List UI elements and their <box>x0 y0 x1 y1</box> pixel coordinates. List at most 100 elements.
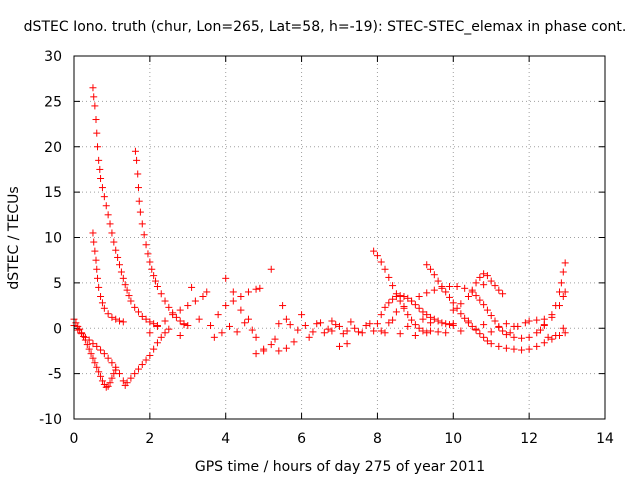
data-point <box>396 292 404 300</box>
data-point <box>93 342 101 350</box>
data-point <box>343 327 351 335</box>
data-point <box>275 320 283 328</box>
data-point <box>93 265 101 273</box>
data-point <box>476 296 484 304</box>
data-point <box>343 340 351 348</box>
data-point <box>138 361 146 369</box>
data-point <box>476 273 484 281</box>
data-point <box>510 322 518 330</box>
data-point <box>89 340 97 348</box>
data-point <box>400 292 408 300</box>
data-point <box>148 265 156 273</box>
data-point <box>138 312 146 320</box>
data-point <box>332 321 340 329</box>
data-point <box>370 327 378 335</box>
data-point <box>229 297 237 305</box>
data-point <box>78 330 86 338</box>
data-point <box>119 377 127 385</box>
data-point <box>555 288 563 296</box>
data-point <box>408 316 416 324</box>
data-point <box>152 277 160 285</box>
data-point <box>415 292 423 300</box>
data-point <box>495 286 503 294</box>
data-point <box>457 310 465 318</box>
data-point <box>98 184 106 192</box>
data-point <box>487 277 495 285</box>
data-point <box>116 370 124 378</box>
data-point <box>449 299 457 307</box>
data-point <box>472 292 480 300</box>
data-point <box>74 326 82 334</box>
data-point <box>392 308 400 316</box>
data-point <box>373 320 381 328</box>
data-point <box>233 328 241 336</box>
data-point <box>354 328 362 336</box>
data-point <box>138 220 146 228</box>
data-point <box>131 303 139 311</box>
data-point <box>199 292 207 300</box>
data-point <box>476 330 484 338</box>
data-point <box>123 286 131 294</box>
x-tick-label: 10 <box>444 431 462 447</box>
data-point <box>112 363 120 371</box>
data-point <box>461 314 469 322</box>
data-point <box>557 279 565 287</box>
data-point <box>559 268 567 276</box>
data-point <box>373 252 381 260</box>
data-point <box>161 297 169 305</box>
data-point <box>411 301 419 309</box>
data-point <box>404 311 412 319</box>
data-point <box>90 238 98 246</box>
data-point <box>184 302 192 310</box>
data-point <box>510 333 518 341</box>
data-point <box>561 259 569 267</box>
data-point <box>518 334 526 342</box>
data-point <box>116 261 124 269</box>
data-point <box>252 333 260 341</box>
data-point <box>491 317 499 325</box>
data-point <box>461 284 469 292</box>
data-point <box>499 327 507 335</box>
data-point <box>100 304 108 312</box>
data-point <box>294 326 302 334</box>
data-point <box>110 238 118 246</box>
data-point <box>525 317 533 325</box>
data-point <box>252 350 260 358</box>
data-point <box>271 335 279 343</box>
data-point <box>123 379 131 387</box>
data-point <box>499 290 507 298</box>
x-tick-label: 6 <box>297 431 306 447</box>
x-tick-label: 0 <box>70 431 79 447</box>
data-point <box>146 258 154 266</box>
data-point <box>131 370 139 378</box>
data-point <box>427 319 435 327</box>
data-point <box>540 321 548 329</box>
data-point <box>430 315 438 323</box>
data-point <box>518 346 526 354</box>
data-point <box>320 329 328 337</box>
data-point <box>438 319 446 327</box>
data-point <box>188 283 196 291</box>
data-point <box>81 333 89 341</box>
data-point <box>146 329 154 337</box>
data-point <box>165 303 173 311</box>
data-point <box>533 329 541 337</box>
data-point <box>161 317 169 325</box>
data-point <box>150 345 158 353</box>
data-point <box>248 326 256 334</box>
data-point <box>153 283 161 291</box>
chart-title: dSTEC Iono. truth (chur, Lon=265, Lat=58… <box>24 19 627 35</box>
data-point <box>142 356 150 364</box>
data-point <box>487 312 495 320</box>
data-point <box>445 283 453 291</box>
data-point <box>502 344 510 352</box>
data-point <box>161 329 169 337</box>
data-point <box>256 284 264 292</box>
data-point <box>279 302 287 310</box>
data-point <box>434 277 442 285</box>
data-point <box>144 250 152 258</box>
data-point <box>480 270 488 278</box>
data-point <box>438 284 446 292</box>
data-point <box>222 274 230 282</box>
